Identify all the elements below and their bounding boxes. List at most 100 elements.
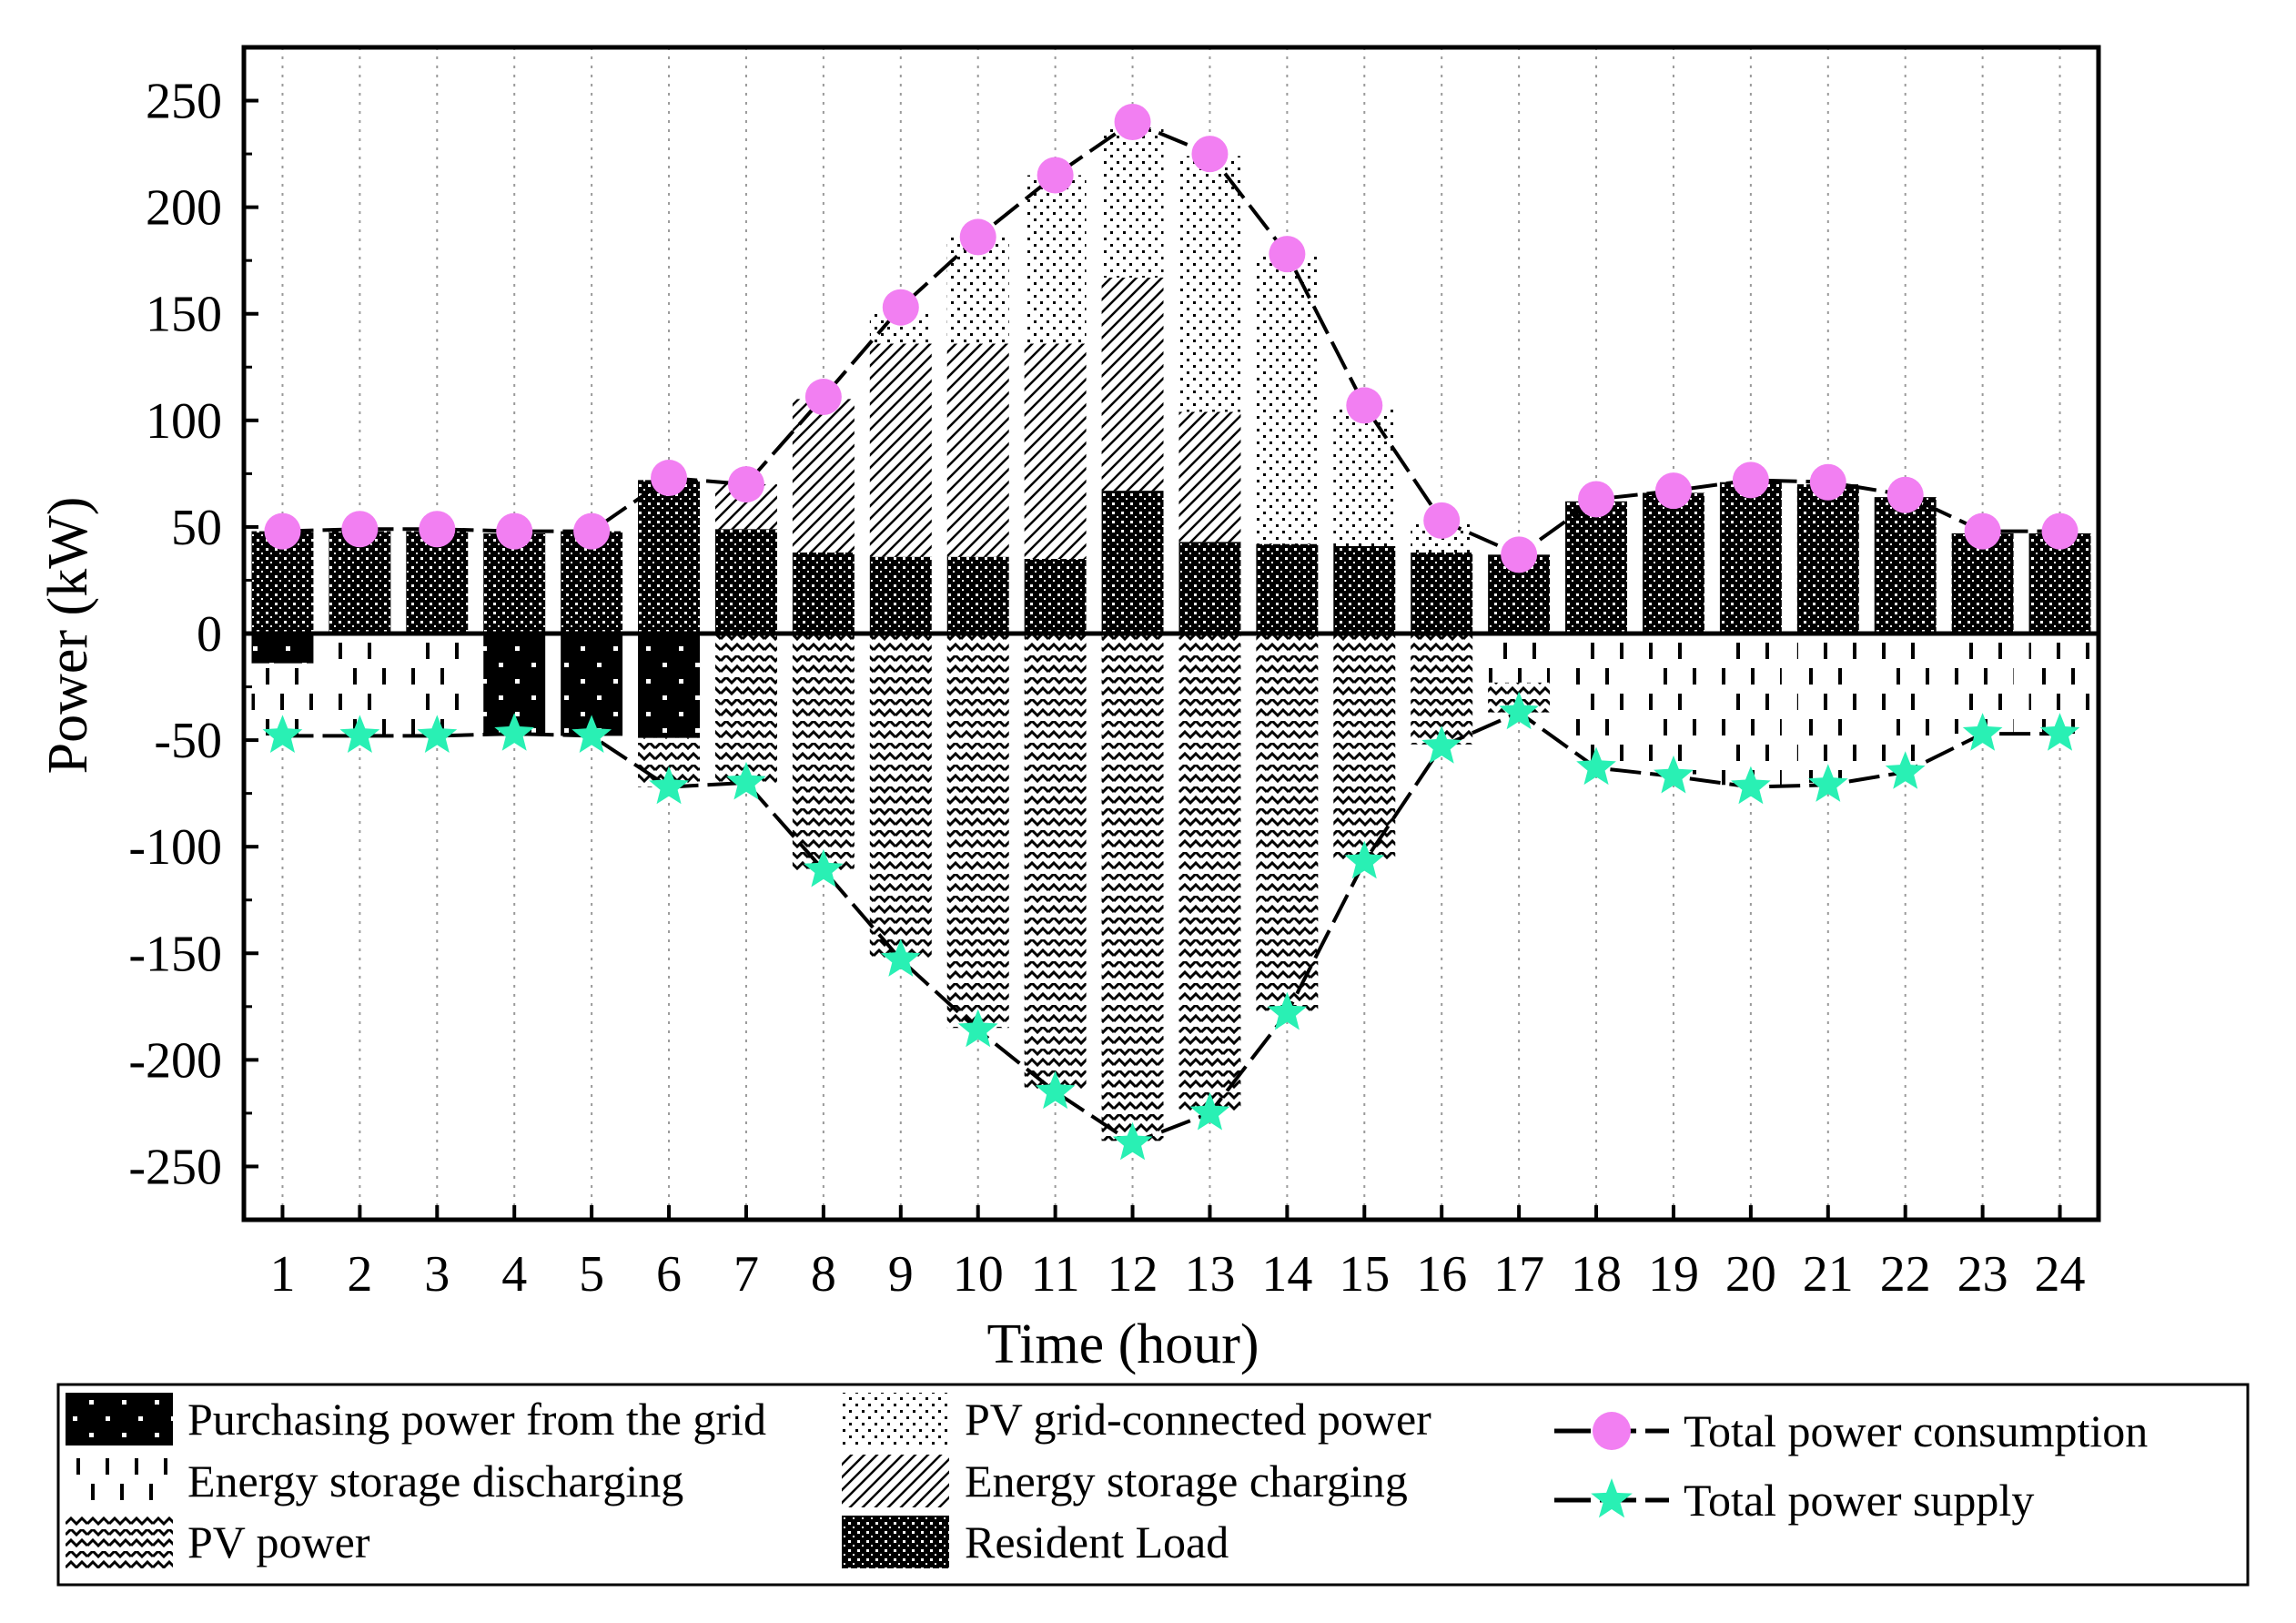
bar-segment [1178,634,1241,1111]
supply-marker [1962,713,2003,751]
bar-segment [1874,497,1937,634]
consumption-marker [1114,103,1151,140]
bar-segment [1951,533,2014,634]
bar-segment [1256,543,1319,634]
bar-segment [1178,156,1241,412]
bar-segment [1796,484,1859,634]
bar-segment [1874,634,1937,770]
stacked-bars [251,127,2091,1141]
consumption-marker [1732,462,1769,499]
x-tick-label: 11 [1031,1246,1080,1303]
legend: Purchasing power from the grid Energy sto… [56,1383,2250,1587]
supply-marker [1035,1070,1076,1110]
consumption-marker [1037,157,1074,194]
consumption-marker [496,512,533,550]
bar-segment [1411,553,1473,634]
bar-segment [329,531,391,634]
bar-segment [1101,634,1164,1141]
supply-marker [571,715,612,753]
x-tick-label: 19 [1648,1246,1699,1303]
bar-segment [1024,559,1087,634]
x-tick-label: 22 [1880,1246,1931,1303]
consumption-marker [1191,136,1229,173]
series-line [282,119,2060,557]
x-tick-label: 15 [1339,1246,1390,1303]
bar-segment [1642,492,1704,634]
x-tick-label: 1 [269,1246,295,1303]
supply-marker [1112,1121,1153,1161]
supply-marker [1576,746,1616,786]
bar-segment [869,343,932,557]
legend-swatch [842,1516,949,1568]
bar-segment [1101,491,1164,634]
legend-swatch [842,1455,949,1507]
legend-swatch [842,1393,949,1445]
bar-segment [251,634,314,664]
bar-segment [792,634,855,870]
bar-segment [1719,482,1782,634]
consumption-marker [573,512,611,550]
consumption-marker [727,466,764,503]
x-axis-title: Time (hour) [986,1314,1259,1375]
series-line [282,710,2060,1145]
bar-segment [869,634,932,958]
supply-marker [494,713,535,751]
bar-segment [483,533,546,634]
supply-marker [339,715,380,753]
supply-marker [1189,1091,1230,1131]
y-tick-label: -250 [128,1139,222,1195]
supply-marker [1885,751,1926,789]
legend-swatch [66,1455,173,1507]
bar-segment [1565,634,1628,766]
bar-segment [1642,634,1704,775]
consumption-marker [341,511,379,548]
consumption-marker [2041,512,2079,550]
legend-marker-star [1591,1478,1633,1518]
x-tick-label: 3 [424,1246,450,1303]
supply-marker [417,715,458,753]
consumption-marker [1346,387,1383,424]
supply-marker [1731,766,1771,805]
x-tick-label: 4 [501,1246,527,1303]
x-tick-label: 18 [1571,1246,1622,1303]
bar-segment [946,634,1009,1029]
supply-marker [1421,725,1462,764]
x-tick-label: 20 [1725,1246,1776,1303]
x-tick-label: 14 [1261,1246,1312,1303]
bar-segment [1256,634,1319,1011]
legend-box [56,1383,2250,1587]
x-tick-label: 16 [1416,1246,1467,1303]
bar-segment [1178,411,1241,543]
bar-segment [1256,256,1319,544]
bar-segment [1178,542,1241,634]
y-tick-label: 200 [146,180,222,237]
x-tick-label: 8 [811,1246,836,1303]
bar-segment [406,531,469,634]
bar-segment [714,529,777,634]
bar-segment [1796,634,1859,783]
x-tick-label: 13 [1184,1246,1235,1303]
x-tick-label: 21 [1803,1246,1854,1303]
bar-segment [638,480,701,634]
bar-segment [792,399,855,553]
y-tick-label: -150 [128,926,222,982]
x-tick-label: 5 [579,1246,604,1303]
x-tick-label: 7 [733,1246,759,1303]
bar-segment [1333,634,1396,860]
bar-segment [1488,634,1551,683]
bar-segment [1024,634,1087,1090]
bar-segment [792,553,855,634]
supply-marker [649,766,689,805]
bar-segment [869,556,932,634]
bar-segment [946,556,1009,634]
supply-marker [1267,991,1308,1030]
supply-marker [726,761,766,800]
legend-label: Resident Load [965,1516,1229,1567]
bar-segment [1719,634,1782,786]
consumption-marker [1964,512,2001,550]
y-tick-label: 250 [146,74,222,130]
legend-label: Energy storage charging [965,1456,1408,1506]
bar-segment [1101,277,1164,492]
